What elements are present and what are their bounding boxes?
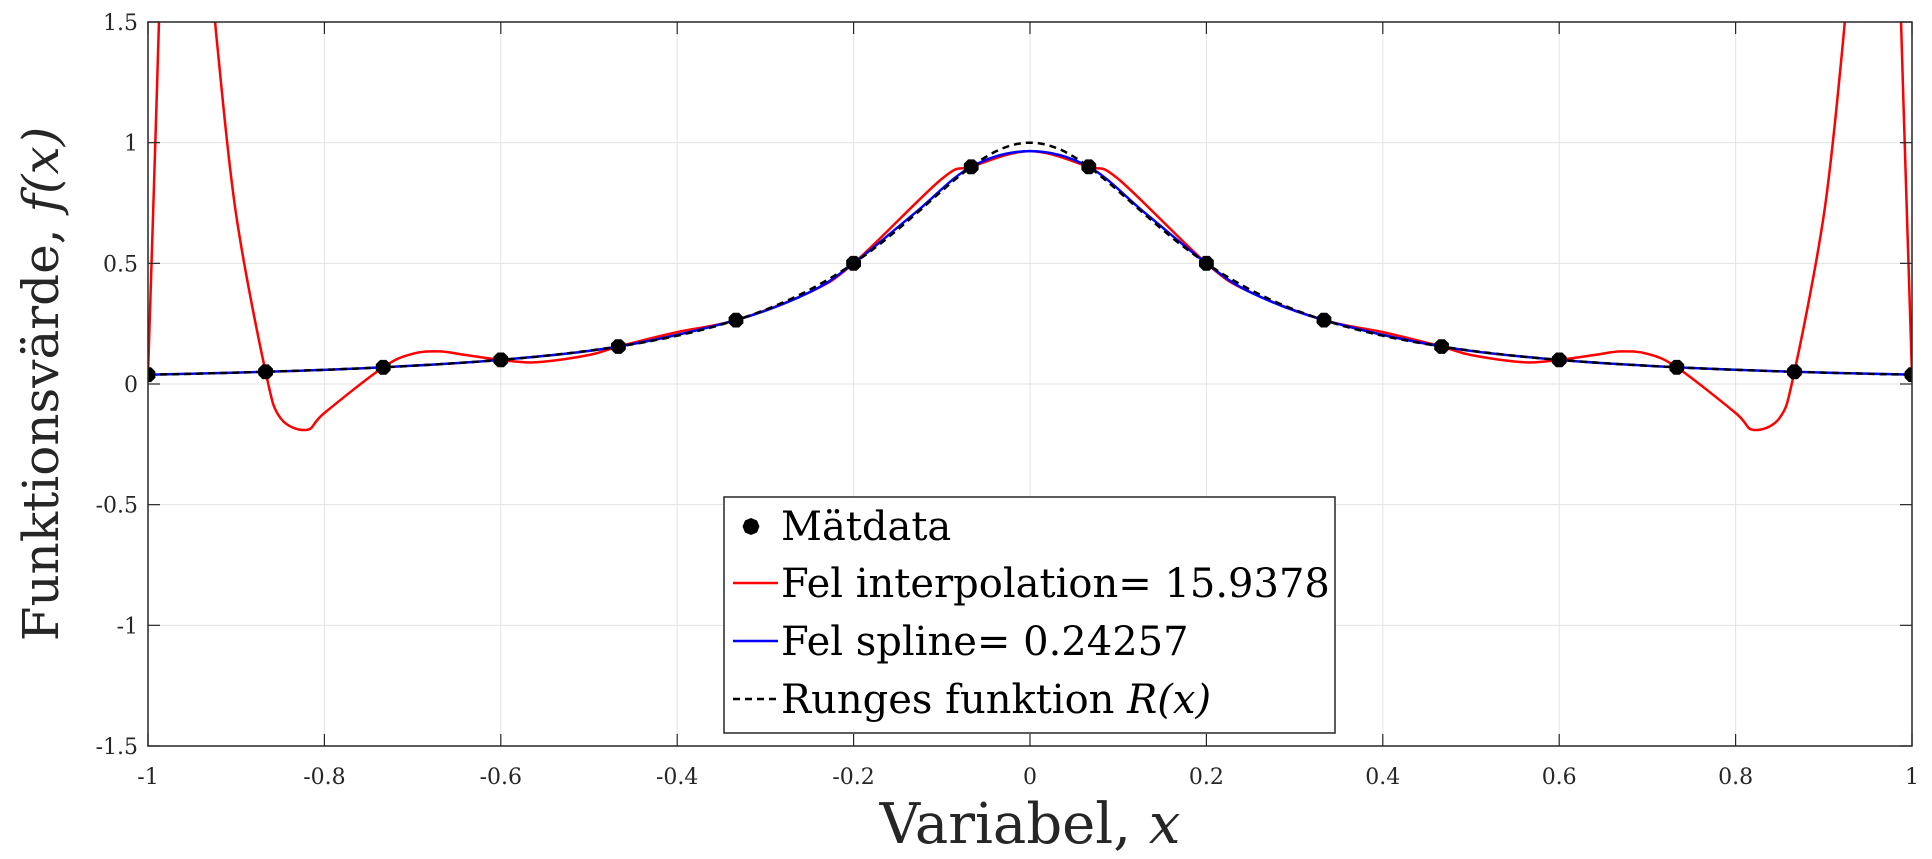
legend-label-runge: Runges funktion R(x) xyxy=(781,677,1211,723)
x-tick-label: 0.6 xyxy=(1542,765,1577,790)
data-point-matdata xyxy=(1904,367,1912,383)
data-point-matdata xyxy=(493,352,509,368)
data-point-matdata xyxy=(963,159,979,175)
data-point-matdata xyxy=(846,255,861,271)
x-tick-label: -0.6 xyxy=(480,765,522,790)
legend-entry-spline: Fel spline= 0.24257 xyxy=(733,619,1189,665)
y-axis-title-variable: f(x) xyxy=(12,127,70,217)
data-point-matdata xyxy=(148,367,156,383)
data-point-matdata xyxy=(1669,359,1685,375)
x-tick-label: 0.2 xyxy=(1189,765,1224,790)
data-point-matdata xyxy=(1787,364,1802,380)
data-point-matdata xyxy=(258,364,273,380)
y-tick-label: -1 xyxy=(117,614,138,639)
data-point-matdata xyxy=(1081,159,1097,175)
x-axis-title-variable: x xyxy=(1149,792,1181,857)
legend-entry-interpolation: Fel interpolation= 15.9378 xyxy=(733,561,1330,607)
y-tick-label: -0.5 xyxy=(96,494,138,519)
x-tick-label: -1 xyxy=(137,765,158,790)
legend-entry-matdata: Mätdata xyxy=(742,504,951,550)
x-tick-label: 0.4 xyxy=(1365,765,1400,790)
data-point-matdata xyxy=(611,339,626,354)
data-point-matdata xyxy=(1551,352,1567,368)
legend-box xyxy=(723,496,1336,734)
data-point-matdata xyxy=(375,359,391,375)
x-axis-title: Variabel, x xyxy=(879,792,1181,857)
legend-label-runge-variable: R(x) xyxy=(1126,677,1211,723)
y-tick-label: 0.5 xyxy=(103,252,138,277)
series-line-runge xyxy=(148,141,1912,376)
y-axis-title: Funktionsvärde, f(x) xyxy=(12,127,70,642)
legend-label-matdata: Mätdata xyxy=(781,504,951,550)
legend-entry-runge: Runges funktion R(x) xyxy=(733,677,1211,723)
y-tick-label: 1 xyxy=(124,132,138,157)
x-tick-label: -0.4 xyxy=(656,765,698,790)
legend: Mätdata Fel interpolation= 15.9378 Fel s… xyxy=(723,496,1336,734)
y-axis-title-text: Funktionsvärde, xyxy=(12,212,70,641)
data-point-matdata xyxy=(1316,312,1332,328)
x-tick-label: 0 xyxy=(1023,765,1037,790)
data-point-matdata xyxy=(1199,255,1214,271)
x-tick-label: 1 xyxy=(1905,765,1919,790)
y-tick-label: 0 xyxy=(124,373,138,398)
data-point-matdata xyxy=(728,312,744,328)
x-axis-ticks: -1 -0.8 -0.6 -0.4 -0.2 0 0.2 0.4 0.6 0.8 1 xyxy=(137,22,1919,790)
y-tick-label: 1.5 xyxy=(103,11,138,36)
legend-label-spline: Fel spline= 0.24257 xyxy=(781,619,1189,665)
series-layer xyxy=(148,22,1912,432)
x-tick-label: -0.8 xyxy=(303,765,345,790)
x-tick-label: -0.2 xyxy=(832,765,874,790)
x-axis-title-text: Variabel, xyxy=(879,792,1149,857)
legend-label-interpolation: Fel interpolation= 15.9378 xyxy=(781,561,1330,607)
y-axis-ticks: -1.5 -1 -0.5 0 0.5 1 1.5 xyxy=(96,11,1912,760)
data-point-matdata xyxy=(1434,339,1449,354)
y-tick-label: -1.5 xyxy=(96,735,138,760)
x-tick-label: 0.8 xyxy=(1718,765,1753,790)
legend-label-runge-text: Runges funktion xyxy=(781,677,1127,723)
legend-marker-matdata xyxy=(742,518,760,535)
